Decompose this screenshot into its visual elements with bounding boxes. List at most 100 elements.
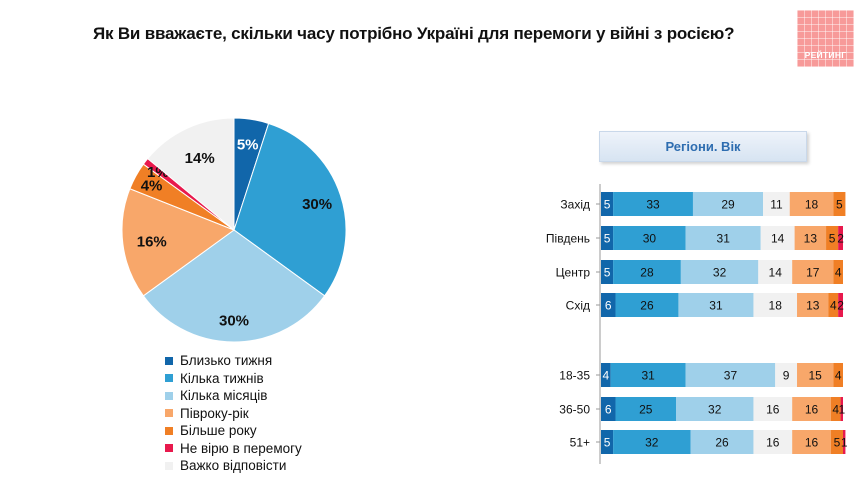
legend-swatch (165, 444, 173, 453)
bar-value-label: 6 (605, 403, 612, 417)
pie-slice-label: 14% (185, 150, 215, 167)
bar-value-label: 5 (834, 436, 841, 450)
bar-segment (830, 430, 843, 454)
bar-value-label: 2 (837, 299, 844, 313)
bar-value-label: 33 (646, 198, 660, 212)
pie-slice-label: 4% (141, 178, 163, 195)
bar-segment (843, 430, 846, 454)
bar-segment (613, 430, 691, 454)
legend-item: Більше року (165, 422, 302, 440)
bar-value-label: 5 (604, 266, 611, 280)
bar-value-label: 16 (805, 436, 819, 450)
pie-slice (233, 122, 347, 297)
legend-swatch (165, 409, 173, 418)
logo-grid-pattern (797, 10, 854, 67)
bar-value-label: 4 (830, 299, 837, 313)
bar-segment (601, 226, 614, 250)
bar-segment (775, 363, 798, 387)
legend-item: Не вірю в перемогу (165, 440, 302, 458)
region-age-header: Регіони. Вік (599, 131, 807, 162)
bar-segment (792, 430, 831, 454)
bar-value-label: 16 (766, 436, 780, 450)
bar-segment (613, 226, 686, 250)
bar-segment (826, 226, 839, 250)
legend-item: Кілька місяців (165, 387, 302, 405)
bar-segment (685, 226, 761, 250)
chart-title: Як Ви вважаєте, скільки часу потрібно Ук… (93, 24, 735, 43)
bar-segment (789, 192, 834, 216)
bar-value-label: 32 (713, 266, 727, 280)
category-label: Схід (566, 299, 590, 313)
bar-segment (760, 226, 795, 250)
bar-segment (615, 397, 677, 421)
bar-segment (792, 397, 831, 421)
legend-item: Півроку-рік (165, 405, 302, 423)
bar-value-label: 5 (604, 436, 611, 450)
bar-segment (680, 260, 759, 284)
rating-logo: РЕЙТИНГ (797, 10, 854, 67)
bar-segment (838, 293, 843, 317)
legend-swatch (165, 391, 173, 400)
bar-value-label: 1 (838, 403, 845, 417)
bar-segment (692, 192, 764, 216)
bar-segment (753, 293, 798, 317)
bar-value-label: 5 (829, 232, 836, 246)
pie-legend: Близько тижня Кілька тижнів Кілька місяц… (165, 352, 302, 475)
bar-value-label: 25 (639, 403, 653, 417)
bar-value-label: 6 (605, 299, 612, 313)
bar-segment (828, 293, 839, 317)
bar-value-label: 16 (805, 403, 819, 417)
bar-value-label: 2 (837, 232, 844, 246)
bar-segment (601, 363, 611, 387)
pie-slice (146, 117, 235, 232)
category-label: 18-35 (559, 369, 590, 383)
bar-segment (601, 192, 614, 216)
bar-value-label: 5 (836, 198, 843, 212)
bar-segment (758, 260, 793, 284)
pie-slice-label: 16% (137, 233, 167, 250)
bar-value-label: 13 (806, 299, 820, 313)
bar-segment (763, 192, 790, 216)
pie-slice-label: 5% (237, 137, 259, 154)
bar-segment (601, 260, 614, 284)
bar-value-label: 5 (604, 232, 611, 246)
bar-segment (753, 430, 793, 454)
bar-value-label: 26 (640, 299, 654, 313)
bar-segment (601, 293, 616, 317)
legend-label: Близько тижня (180, 353, 273, 369)
pie-slice-label: 30% (302, 196, 332, 213)
pie-chart: 5%30%30%16%4%1%14% (121, 117, 347, 343)
bar-segment (797, 363, 834, 387)
bar-value-label: 28 (640, 266, 654, 280)
bar-segment (794, 226, 827, 250)
legend-item: Близько тижня (165, 352, 302, 370)
bar-value-label: 31 (642, 369, 656, 383)
bar-segment (613, 260, 681, 284)
bar-segment (613, 192, 693, 216)
bar-value-label: 9 (783, 369, 790, 383)
category-label: Південь (546, 232, 590, 246)
category-label: 51+ (570, 436, 590, 450)
bar-segment (690, 430, 754, 454)
pie-slice (121, 188, 236, 297)
legend-swatch (165, 426, 173, 435)
bar-segment (840, 397, 843, 421)
legend-item: Кілька тижнів (165, 370, 302, 388)
bar-value-label: 32 (708, 403, 722, 417)
bar-segment (685, 363, 776, 387)
bar-value-label: 16 (766, 403, 780, 417)
region-age-title: Регіони. Вік (665, 139, 741, 154)
bar-value-label: 18 (769, 299, 783, 313)
legend-label: Кілька місяців (180, 388, 268, 404)
bar-segment (676, 397, 754, 421)
bar-value-label: 11 (770, 198, 783, 212)
bar-value-label: 13 (804, 232, 818, 246)
category-label: 36-50 (559, 403, 590, 417)
bar-segment (797, 293, 829, 317)
bar-value-label: 32 (645, 436, 659, 450)
legend-label: Півроку-рік (180, 405, 249, 421)
bar-value-label: 14 (769, 266, 783, 280)
bar-segment (601, 397, 616, 421)
legend-item: Важко відповісти (165, 457, 302, 475)
